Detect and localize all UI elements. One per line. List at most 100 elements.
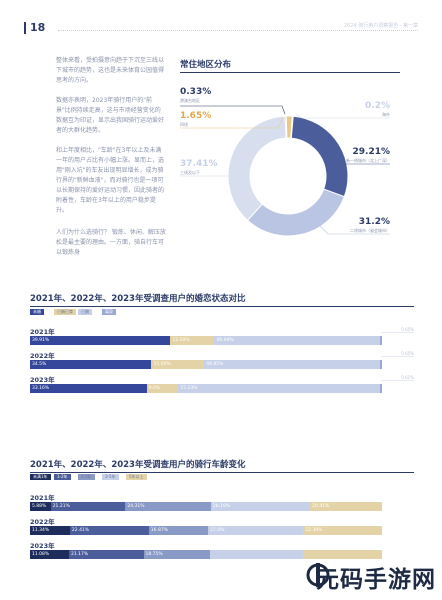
bar-segment: 33.16% [30,384,147,393]
legend-item: 未婚 [30,309,44,315]
stacked-bar: 33.16% 9.0% 57.23% 0.61% [30,375,414,393]
bar-segment: 27.0% [208,526,304,535]
marital-chart-title: 2021年、2022年、2023年受调查用户的婚恋状态对比 [30,294,246,304]
stacked-bar: 5.88% 21.21% 24.31% 28.19% 20.41% [30,502,382,511]
pie-slice [227,115,287,221]
pie-slice [246,188,345,237]
pie-category-label: 港澳台地区 [180,97,200,103]
bar-year-label: 2021年 [30,328,55,336]
page-header: 18 2024 骑行用户洞察报告 · 第一章 [24,22,418,36]
marital-title-rule [30,306,414,307]
bar-segment: 39.91% [30,336,171,345]
legend-item: 1-2年 [54,474,71,480]
bar-segment: 15.00% [151,360,205,369]
pie-value-label: 0.33% [180,87,211,97]
pie-value-label: 0.2% [365,101,390,111]
bar-segment: 28.19% [210,502,311,511]
bar-row: 2021年 5.88% 21.21% 24.31% 28.19% 20.41% [30,494,414,511]
pie-category-label: 海外 [382,111,390,117]
bar-row: 2023年 33.16% 9.0% 57.23% 0.61% [30,375,414,393]
bar-row: 2022年 34.5% 15.00% 49.85% 0.65% [30,351,414,369]
riding-age-title-rule [30,472,414,473]
bar-year-label: 2023年 [30,542,55,550]
riding-age-legend: 未满1年 1-2年 2-3年 3-5年 5年以上 [30,474,414,483]
stacked-bar: 34.5% 15.00% 49.85% 0.65% [30,351,414,369]
bar-segment: 34.5% [30,360,152,369]
bar-row: 2022年 11.34% 22.41% 16.87% 27.0% 22.38% [30,518,414,535]
bar-segment: 24.31% [125,502,211,511]
bar-segment: 46.94% [214,336,380,345]
pie-value-label: 31.2% [359,217,390,227]
legend-item: 3-5年 [102,474,119,480]
pie-category-label: 二线城市（省会城市） [350,227,390,233]
page-number: 18 [24,22,45,34]
riding-age-bars: 2021年 5.88% 21.21% 24.31% 28.19% 20.41% 2022年 1… [30,494,414,566]
legend-item: 5年以上 [126,474,147,480]
running-title: 2024 骑行用户洞察报告 · 第一章 [339,22,418,29]
pie-leader-line [295,113,390,119]
bar-end-label: 0.65% [401,351,414,356]
legend-item: 未满1年 [30,474,51,480]
bar-row: 2023年 11.08% 21.17% 18.75% [30,542,414,559]
pie-value-label: 37.41% [180,159,218,169]
bar-segment: 18.75% [143,550,210,559]
bar-segment: 11.08% [30,550,69,559]
pie-category-label: 四线 [180,121,188,127]
bar-end-label: 0.61% [401,375,414,380]
bar-segment [379,384,382,393]
bar-segment: 21.17% [69,550,144,559]
bar-segment [302,550,382,559]
pie-category-label: 新一线城市（北上广深） [346,157,390,163]
body-paragraph-4: 人们为什么选骑行？ 锻炼、休闲、解压放松是最主要的理由。一方面，骑自行车可以锻炼… [56,229,166,256]
bar-year-label: 2022年 [30,518,55,526]
header-divider [58,30,418,31]
pie-leader-line [315,221,390,235]
bar-year-label: 2022年 [30,352,55,360]
pie-leader-line [180,117,284,129]
bar-segment: 22.41% [69,526,149,535]
bar-year-label: 2021年 [30,494,55,502]
bar-segment: 16.87% [148,526,209,535]
stacked-bar: 11.34% 22.41% 16.87% 27.0% 22.38% [30,526,382,535]
bar-segment: 5.88% [30,502,51,511]
marital-bars: 2021年 39.91% 12.50% 46.94% 0.65% 2022年 34.5% 15… [30,327,414,400]
bar-segment: 21.21% [50,502,126,511]
bar-segment: 20.41% [310,502,382,511]
bar-segment: 57.23% [178,384,380,393]
pie-chart: 0.33%港澳台地区 1.65%四线 37.41%三线及以下 0.2%海外 29.21%… [180,87,391,237]
legend-item: 离异 [102,309,116,315]
bar-end-line [382,380,414,381]
bar-segment [379,360,382,369]
bar-segment: 11.34% [30,526,70,535]
bar-segment [379,336,382,345]
bar-end-label: 0.65% [401,327,414,332]
bar-segment: 22.38% [303,526,382,535]
bar-end-line [382,332,414,333]
bar-segment: 49.85% [204,360,380,369]
bar-segment: 9.0% [146,384,179,393]
pie-slice [290,115,349,198]
pie-value-label: 1.65% [180,111,211,121]
pie-title-rule [180,72,400,73]
watermark-logo-icon [306,563,330,587]
watermark-text: 元码手游网 [316,567,436,593]
bar-segment [209,550,303,559]
body-paragraph-1: 整体来看，受拍摄意向趋于下沉至三线以下城市的趋势，这也是未来体育公园值得思考的方… [56,57,165,84]
legend-item: 已婚已育 [54,309,76,315]
marital-legend: 未婚 已婚已育 已婚 离异 [30,309,414,318]
body-paragraph-2: 数据亦表明，2023年骑行用户的"前景"比例持续走高，这与市场经营变化的数据互为… [56,97,165,134]
riding-age-chart-title: 2021年、2022年、2023年受调查用户的骑行车龄变化 [30,460,246,470]
stacked-bar: 11.08% 21.17% 18.75% [30,550,382,559]
bar-segment: 12.50% [170,336,215,345]
bar-end-line [382,356,414,357]
pie-chart-title: 常住地区分布 [180,60,232,70]
stacked-bar: 39.91% 12.50% 46.94% 0.65% [30,327,414,345]
pie-value-label: 29.21% [353,147,391,157]
legend-item: 已婚 [78,309,92,315]
bar-row: 2021年 39.91% 12.50% 46.94% 0.65% [30,327,414,345]
body-paragraph-3: 和上年度相比，"车龄"在3年以上及未满一年的用户占比有小幅上涨。显而上，选用"刚… [56,147,165,214]
bar-year-label: 2023年 [30,376,55,384]
legend-item: 2-3年 [78,474,95,480]
pie-leader-line [180,105,286,115]
pie-category-label: 三线及以下 [180,169,200,175]
